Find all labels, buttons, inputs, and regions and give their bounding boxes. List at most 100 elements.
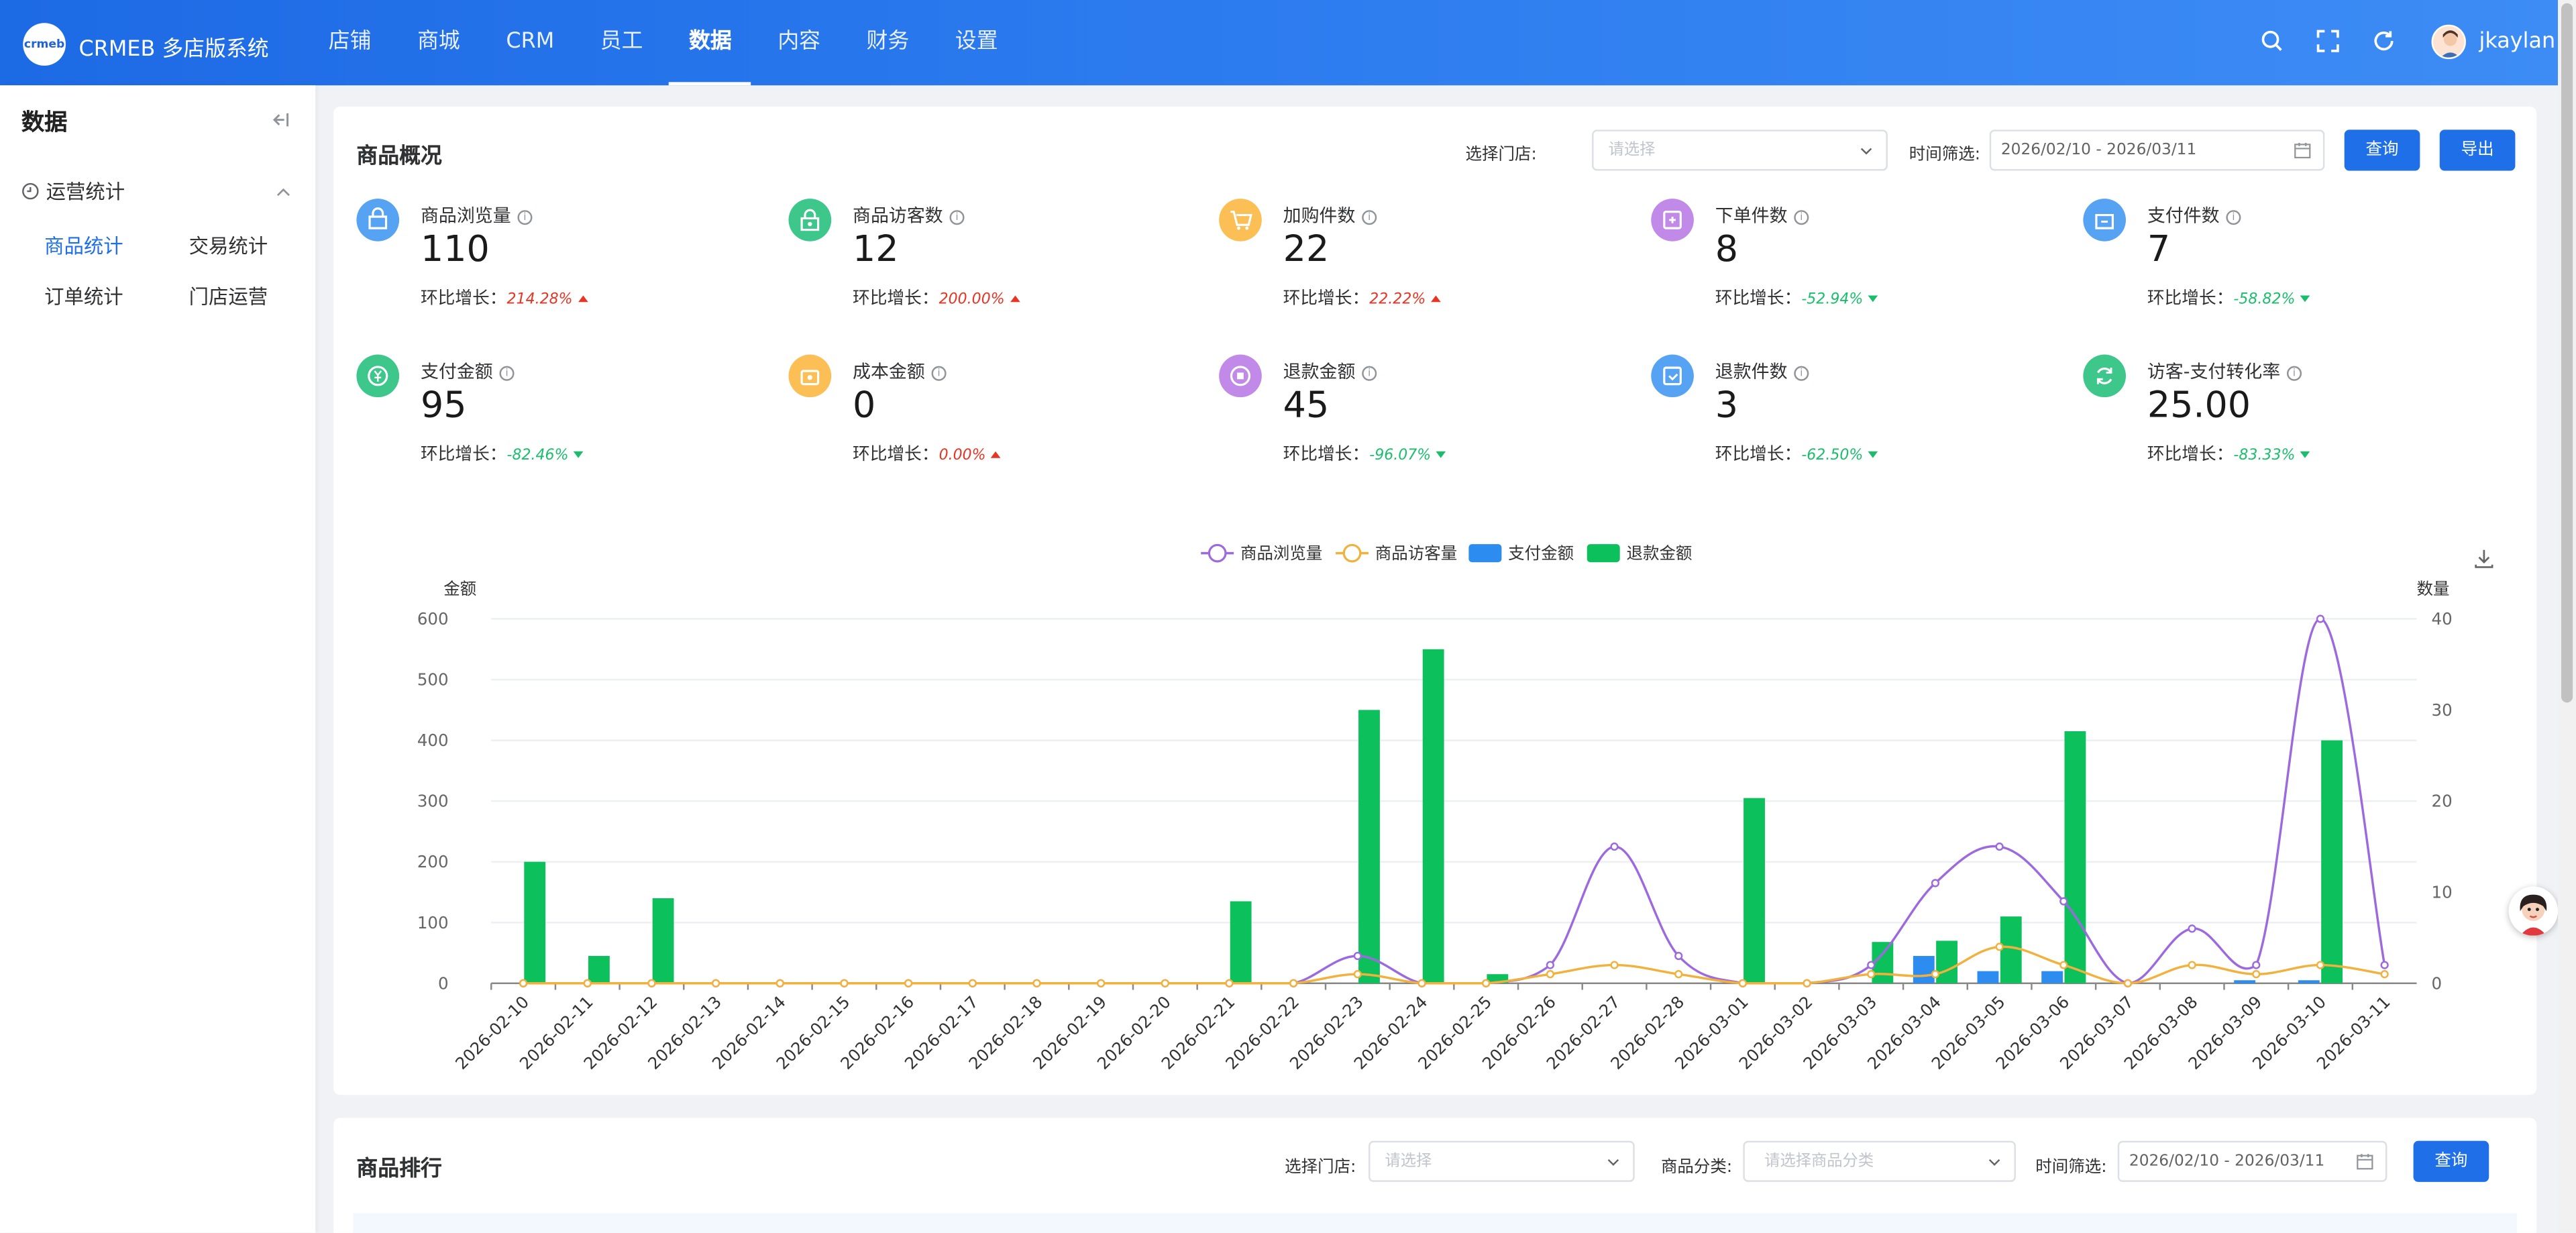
sidebar-group-operations[interactable]: 运营统计 [21, 177, 125, 205]
logo-text: crmeb [23, 38, 65, 51]
line-point [519, 979, 528, 987]
calendar-icon [2357, 1154, 2373, 1170]
ranking-store-label: 选择门店: [1285, 1159, 1356, 1177]
info-icon[interactable]: i [2286, 366, 2302, 381]
info-icon[interactable]: i [1794, 366, 1809, 381]
legend-bar-marker [1587, 544, 1620, 563]
ranking-store-placeholder: 请选择 [1385, 1152, 1432, 1171]
growth-label: 环比增长： [1283, 288, 1370, 309]
line-point [1738, 979, 1748, 987]
user-avatar[interactable] [2431, 24, 2466, 60]
line-point [840, 979, 849, 987]
sidebar-item-store-operations[interactable]: 门店运营 [189, 285, 268, 309]
info-icon[interactable]: i [1362, 366, 1377, 381]
username[interactable]: jkaylan [2479, 30, 2556, 54]
y-tick-right: 0 [2432, 973, 2443, 993]
info-icon[interactable]: i [499, 366, 515, 381]
ranking-table-header [353, 1213, 2517, 1233]
sidebar-item-order-stats[interactable]: 订单统计 [44, 285, 123, 309]
refresh-icon[interactable] [2371, 28, 2397, 54]
sidebar-group-label: 运营统计 [46, 180, 125, 204]
yen-icon [356, 354, 400, 398]
fullscreen-icon[interactable] [2315, 28, 2341, 54]
stat-label-text: 支付件数 [2147, 205, 2220, 227]
stat-growth: 环比增长：214.28% [421, 286, 588, 311]
nav-item-mall[interactable]: 商城 [417, 30, 460, 54]
nav-item-data[interactable]: 数据 [669, 0, 752, 86]
stat-label: 成本金额 i [853, 358, 947, 384]
stat-label: 退款件数 i [1715, 358, 1809, 384]
nav-item-settings[interactable]: 设置 [955, 30, 998, 54]
stat-card: 退款金额 i 45 环比增长：-96.07% [1219, 354, 1629, 486]
ranking-date-range-value: 2026/02/10 - 2026/03/11 [2129, 1152, 2325, 1171]
arrow-up-icon [990, 451, 1001, 458]
line-point [1161, 979, 1169, 987]
stat-label: 退款金额 i [1283, 358, 1377, 384]
nav-item-staff[interactable]: 员工 [600, 30, 643, 54]
line-point [1610, 842, 1619, 851]
chevron-up-icon[interactable] [276, 186, 290, 201]
arrow-down-icon [2300, 295, 2310, 303]
bar-refund-amount [652, 898, 674, 983]
main-nav: 店铺 商城 CRM 员工 数据 内容 财务 设置 [309, 0, 1024, 86]
category-select-placeholder: 请选择商品分类 [1764, 1152, 1874, 1171]
brand-logo[interactable]: crmeb [23, 23, 66, 66]
y-tick-left: 600 [417, 609, 449, 629]
nav-item-finance[interactable]: 财务 [866, 30, 910, 54]
scrollbar-thumb[interactable] [2561, 3, 2573, 703]
y-tick-right: 30 [2432, 700, 2453, 720]
bar-refund-amount [588, 956, 610, 983]
time-filter-label: 时间筛选: [1909, 146, 1980, 164]
stat-growth: 环比增长：-96.07% [1283, 441, 1446, 466]
info-icon[interactable]: i [949, 210, 965, 225]
customer-service-avatar[interactable] [2508, 886, 2559, 936]
line-point [1482, 979, 1491, 987]
nav-item-crm[interactable]: CRM [506, 30, 555, 54]
nav-item-content[interactable]: 内容 [777, 30, 821, 54]
collapse-sidebar-icon[interactable] [270, 109, 292, 131]
ranking-store-select[interactable]: 请选择 [1368, 1140, 1635, 1182]
export-button[interactable]: 导出 [2439, 129, 2516, 171]
stat-label-text: 商品浏览量 [420, 205, 511, 227]
legend-label: 退款金额 [1627, 543, 1693, 563]
ranking-date-range-picker[interactable]: 2026/02/10 - 2026/03/11 [2117, 1140, 2387, 1182]
stat-value: 25.00 [2147, 386, 2251, 427]
line-point [1867, 961, 1876, 969]
line-point [968, 979, 977, 987]
info-icon[interactable]: i [1794, 210, 1809, 225]
line-point [647, 979, 656, 987]
stat-label-text: 下单件数 [1715, 205, 1788, 227]
stat-growth: 环比增长：0.00% [853, 441, 1001, 466]
line-point [2123, 979, 2133, 987]
date-range-picker[interactable]: 2026/02/10 - 2026/03/11 [1989, 129, 2325, 171]
line-point [1546, 961, 1554, 969]
ranking-query-button[interactable]: 查询 [2413, 1140, 2489, 1182]
arrow-up-icon [1430, 295, 1441, 303]
shopping-bag-icon [356, 199, 400, 242]
stat-growth: 环比增长：-62.50% [1715, 441, 1878, 466]
sidebar-item-trade-stats[interactable]: 交易统计 [189, 234, 268, 258]
info-icon[interactable]: i [931, 366, 947, 381]
download-chart-icon[interactable] [2473, 547, 2496, 570]
bar-refund-amount [1936, 941, 1957, 983]
line-point [2252, 970, 2261, 979]
info-icon[interactable]: i [2226, 210, 2241, 225]
sidebar-item-product-stats[interactable]: 商品统计 [44, 234, 123, 258]
search-icon[interactable] [2259, 28, 2285, 54]
growth-label: 环比增长： [2147, 445, 2234, 465]
chevron-down-icon [1988, 1159, 2000, 1166]
store-select[interactable]: 请选择 [1592, 129, 1888, 171]
bar-refund-amount [1358, 710, 1380, 983]
stat-card: 商品浏览量 i 110 环比增长：214.28% [356, 199, 767, 330]
category-select[interactable]: 请选择商品分类 [1743, 1140, 2016, 1182]
query-button[interactable]: 查询 [2344, 129, 2420, 171]
stat-card: 下单件数 i 8 环比增长：-52.94% [1651, 199, 2061, 330]
growth-label: 环比增长： [853, 445, 939, 465]
legend-line-marker [1342, 543, 1362, 563]
info-icon[interactable]: i [1362, 210, 1377, 225]
page-scrollbar[interactable] [2558, 0, 2576, 1233]
stat-value: 110 [420, 229, 490, 271]
info-icon[interactable]: i [517, 210, 533, 225]
nav-item-store[interactable]: 店铺 [328, 30, 372, 54]
